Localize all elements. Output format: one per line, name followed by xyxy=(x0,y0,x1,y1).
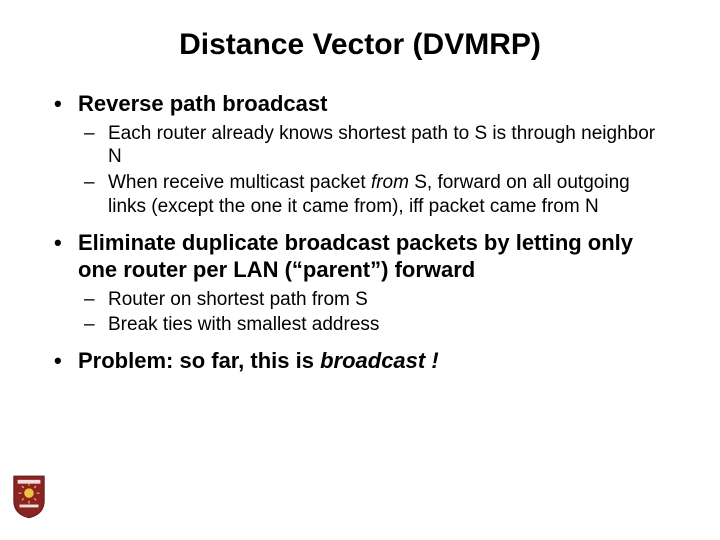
bullet-1-sub-2: When receive multicast packet from S, fo… xyxy=(108,171,672,219)
bullet-2-sub-2: Break ties with smallest address xyxy=(108,313,672,337)
bullet-2-subs: Router on shortest path from S Break tie… xyxy=(78,288,672,338)
b1s2-part0: When receive multicast packet xyxy=(108,172,371,193)
bullet-2: Eliminate duplicate broadcast packets by… xyxy=(78,229,672,338)
bullet-1-sub-1: Each router already knows shortest path … xyxy=(108,122,672,170)
bullet-list: Reverse path broadcast Each router alrea… xyxy=(48,90,672,375)
brown-university-shield-icon xyxy=(10,472,48,520)
bullet-3: Problem: so far, this is broadcast ! xyxy=(78,347,672,375)
slide-title: Distance Vector (DVMRP) xyxy=(48,28,672,62)
bullet-1-text: Reverse path broadcast xyxy=(78,91,327,116)
bullet-2-sub-1: Router on shortest path from S xyxy=(108,288,672,312)
b3-part1-italic: broadcast ! xyxy=(320,348,439,373)
b1s2-part1-italic: from xyxy=(371,172,409,193)
bullet-2-text: Eliminate duplicate broadcast packets by… xyxy=(78,230,633,283)
slide-container: Distance Vector (DVMRP) Reverse path bro… xyxy=(0,0,720,401)
bullet-1-subs: Each router already knows shortest path … xyxy=(78,122,672,219)
b3-part0: Problem: so far, this is xyxy=(78,348,320,373)
bullet-1: Reverse path broadcast Each router alrea… xyxy=(78,90,672,219)
